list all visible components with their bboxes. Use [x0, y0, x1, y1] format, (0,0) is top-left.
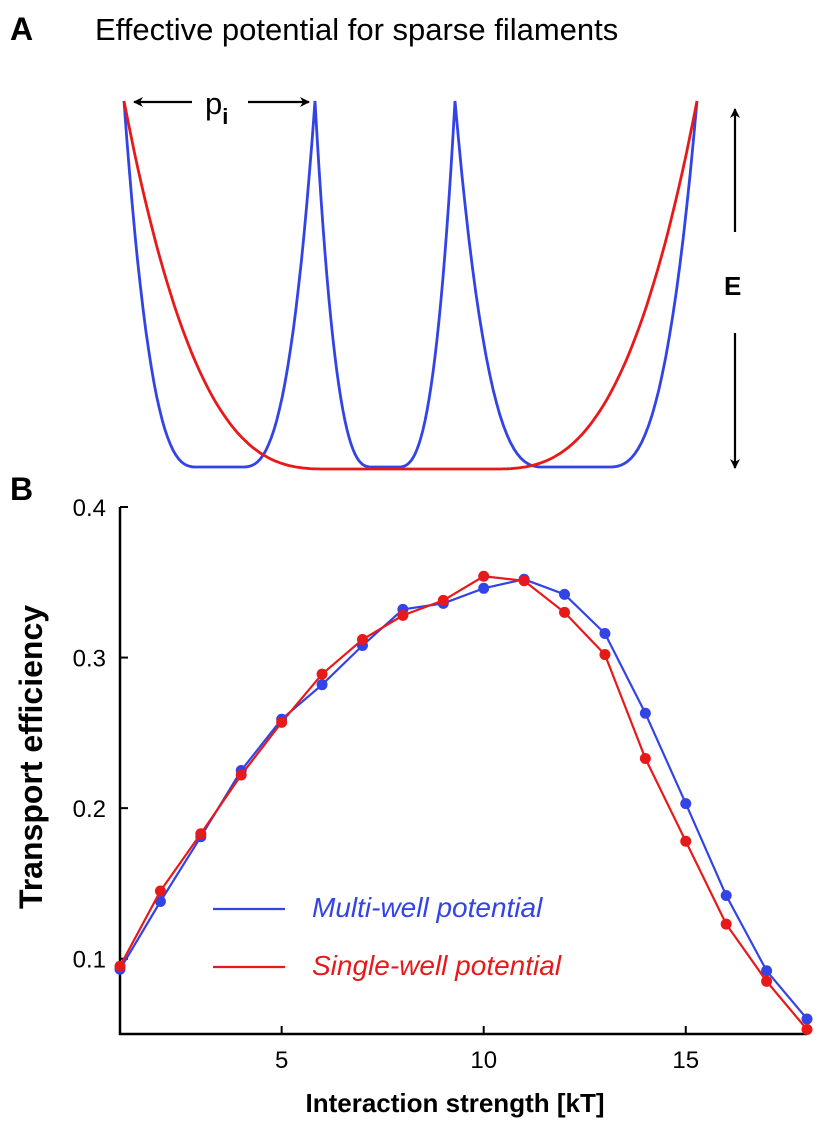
data-point-single-well-potential — [518, 575, 530, 587]
spacing-label: pi — [205, 86, 228, 129]
data-point-single-well-potential — [316, 668, 328, 680]
x-tick-label: 10 — [470, 1047, 497, 1074]
legend-label-single-well: Single-well potential — [312, 950, 562, 981]
multi-well-potential-curve — [122, 100, 699, 469]
data-point-multi-well-potential — [316, 679, 328, 691]
panel-a-letter: A — [10, 11, 33, 47]
data-point-single-well-potential — [356, 634, 368, 646]
energy-label: E — [724, 271, 741, 301]
y-tick-label: 0.1 — [73, 947, 106, 974]
data-point-single-well-potential — [478, 570, 490, 582]
x-tick-label: 5 — [275, 1047, 288, 1074]
data-point-multi-well-potential — [478, 582, 490, 594]
data-point-single-well-potential — [761, 975, 773, 987]
single-well-potential-curve — [122, 100, 699, 471]
data-point-multi-well-potential — [720, 889, 732, 901]
y-tick-label: 0.2 — [73, 796, 106, 823]
data-point-multi-well-potential — [680, 798, 692, 810]
series-line-multi-well-potential — [119, 578, 808, 1020]
data-point-single-well-potential — [276, 716, 288, 728]
data-point-single-well-potential — [397, 609, 409, 621]
x-axis-label: Interaction strength [kT] — [305, 1088, 604, 1118]
data-point-multi-well-potential — [154, 895, 166, 907]
series-line-single-well-potential — [119, 575, 808, 1031]
data-point-multi-well-potential — [761, 965, 773, 977]
data-point-multi-well-potential — [639, 707, 651, 719]
data-point-single-well-potential — [154, 885, 166, 897]
data-point-single-well-potential — [114, 960, 126, 972]
data-point-single-well-potential — [639, 752, 651, 764]
data-point-single-well-potential — [720, 918, 732, 930]
data-point-single-well-potential — [235, 769, 247, 781]
panel-b-letter: B — [10, 471, 33, 507]
data-point-single-well-potential — [599, 649, 611, 661]
y-tick-label: 0.3 — [73, 646, 106, 673]
data-point-multi-well-potential — [559, 588, 571, 600]
data-point-single-well-potential — [437, 594, 449, 606]
data-point-single-well-potential — [801, 1023, 813, 1035]
plot-series — [114, 570, 813, 1035]
y-tick-label: 0.4 — [73, 495, 106, 522]
y-axis-label: Transport efficiency — [13, 605, 49, 909]
data-point-multi-well-potential — [801, 1013, 813, 1025]
data-point-single-well-potential — [559, 606, 571, 618]
legend: Multi-well potential Single-well potenti… — [213, 892, 562, 981]
panel-a-title: Effective potential for sparse filaments — [95, 12, 618, 47]
data-point-multi-well-potential — [599, 627, 611, 639]
x-tick-label: 15 — [672, 1047, 699, 1074]
axis-ticks: 5 10 15 0.1 0.2 0.3 0.4 — [73, 495, 699, 1074]
data-point-single-well-potential — [680, 835, 692, 847]
data-point-single-well-potential — [195, 828, 207, 840]
legend-label-multi-well: Multi-well potential — [312, 892, 543, 923]
